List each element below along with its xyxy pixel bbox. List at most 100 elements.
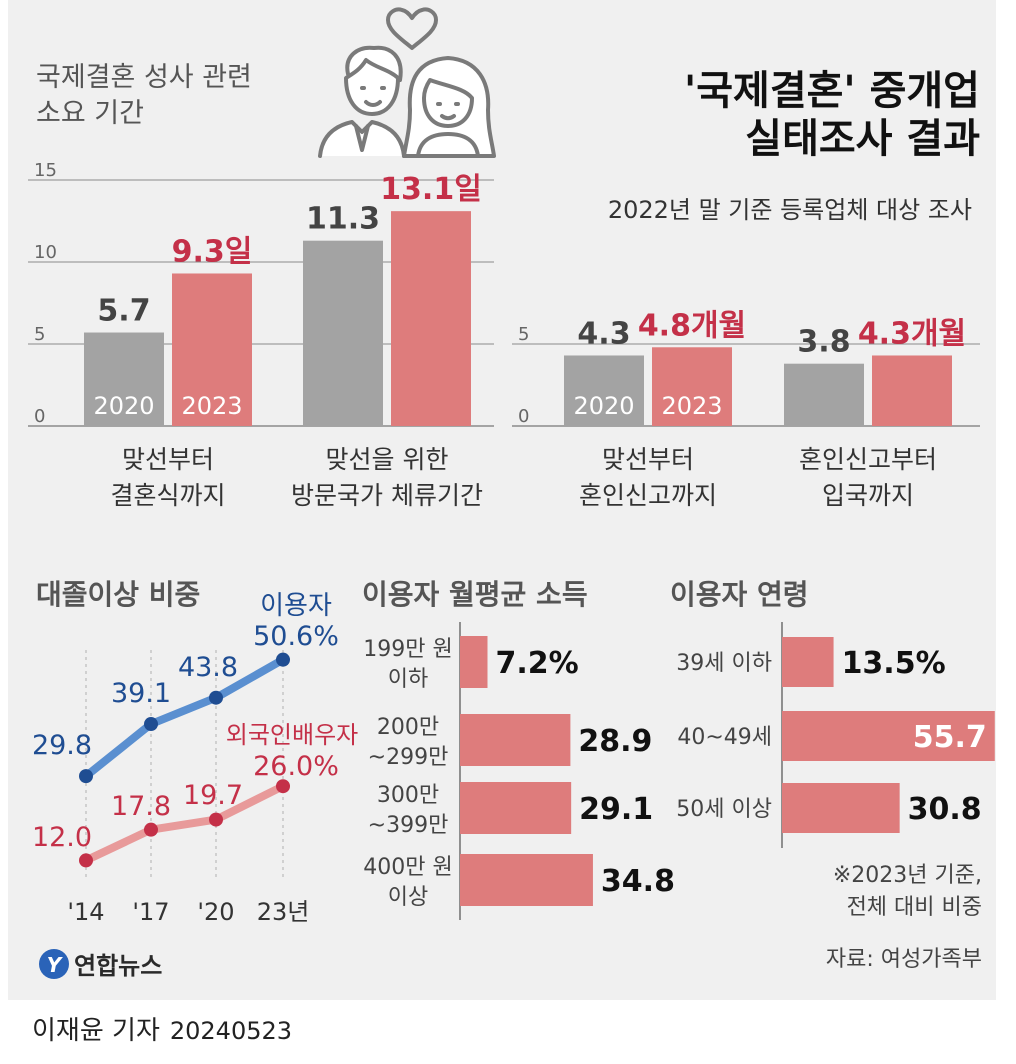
man-icon: [318, 45, 406, 158]
series-label: 2023: [661, 392, 722, 420]
age-bar-chart: 이용자 연령 13.5% 39세 이하 55.7 40~49세 30.8 50세 이상 ※…: [670, 578, 995, 920]
category-label: 40~49세: [677, 725, 772, 750]
category-label: 200만: [377, 715, 439, 740]
x-tick-label: 23년: [257, 898, 310, 926]
woman-icon: [402, 56, 496, 158]
data-label: 19.7: [183, 780, 243, 811]
point: [276, 779, 290, 794]
bar: [652, 347, 732, 426]
data-label: 39.1: [111, 678, 171, 709]
data-label: 12.0: [32, 822, 92, 853]
category-label: 혼인신고부터: [799, 445, 937, 474]
duration-bar-chart: 국제결혼 성사 관련 소요 기간 0 5 10 15 5.7 2020 9.3일 2023 1…: [28, 62, 494, 510]
series-name-spouses: 외국인배우자: [226, 721, 358, 749]
main-title: '국제결혼' 중개업 실태조사 결과 2022년 말 기준 등록업체 대상 조사: [608, 68, 980, 224]
line-chart-title: 대졸이상 비중: [36, 578, 200, 611]
data-label: 13.1일: [380, 172, 482, 207]
yonhap-logo: Y 연합뉴스: [39, 949, 162, 980]
data-label: 29.1: [579, 792, 653, 827]
bar: [460, 636, 488, 688]
vertical-guides: [85, 650, 284, 880]
bar: [782, 637, 834, 687]
x-tick-label: '14: [67, 898, 104, 926]
category-label: 400만 원: [363, 855, 452, 880]
data-label: 9.3일: [172, 234, 253, 269]
x-tick-label: '20: [197, 898, 234, 926]
series-line-users: [82, 655, 287, 781]
bars: 13.5% 39세 이하 55.7 40~49세 30.8 50세 이상: [676, 637, 995, 833]
point: [276, 652, 290, 667]
reporter-name: 이재윤 기자: [32, 1016, 160, 1046]
bar: [872, 355, 952, 426]
footnote-line1: ※2023년 기준,: [833, 863, 982, 888]
subtitle: 2022년 말 기준 등록업체 대상 조사: [608, 196, 972, 224]
data-label: 30.8: [908, 792, 982, 827]
data-label: 28.9: [578, 724, 652, 759]
series-label: 2023: [181, 392, 242, 420]
point: [144, 717, 158, 732]
y-tick-label: 0: [518, 406, 529, 427]
data-label: 13.5%: [842, 646, 946, 681]
byline: 이재윤 기자 20240523: [32, 1010, 292, 1047]
source: 자료: 여성가족부: [826, 947, 982, 972]
main-title-line2: 실태조사 결과: [745, 116, 980, 162]
category-label: 300만: [377, 783, 439, 808]
category-label: 결혼식까지: [110, 481, 225, 510]
y-tick-labels: 0 5 10 15: [34, 160, 57, 427]
data-label: 4.3개월: [858, 316, 966, 351]
bar: [782, 711, 995, 761]
bar: [172, 273, 252, 426]
y-tick-labels: 05: [518, 324, 529, 427]
category-label: 50세 이상: [676, 797, 772, 822]
data-label: 43.8: [178, 652, 238, 683]
data-label: 50.6%: [253, 621, 339, 652]
bar: [460, 714, 571, 766]
bar: [303, 240, 383, 426]
chart-title-line2: 소요 기간: [36, 98, 144, 129]
y-tick-label: 15: [34, 160, 57, 181]
y-tick-label: 0: [34, 406, 45, 427]
x-tick-label: '17: [132, 898, 169, 926]
category-label: ~399만: [368, 813, 449, 838]
point: [209, 690, 223, 705]
bar: [460, 782, 572, 834]
x-tick-labels: '14 '17 '20 23년: [67, 898, 309, 926]
data-label: 17.8: [111, 791, 171, 822]
category-label: 방문국가 체류기간: [291, 481, 483, 510]
bar: [391, 211, 471, 426]
y-tick-label: 5: [34, 324, 45, 345]
category-label: 입국까지: [822, 481, 914, 510]
heart-icon: [386, 7, 438, 50]
data-label: 55.7: [913, 720, 987, 755]
category-label: 혼인신고까지: [579, 481, 717, 510]
category-label: 39세 이하: [676, 651, 772, 676]
logo-mark: Y: [47, 953, 64, 977]
bar: [564, 355, 644, 426]
series-label: 2020: [93, 392, 154, 420]
income-chart-title: 이용자 월평균 소득: [362, 578, 588, 611]
category-label: 이하: [388, 667, 428, 692]
y-tick-label: 10: [34, 242, 57, 263]
chart-title-line1: 국제결혼 성사 관련: [36, 62, 252, 93]
bars: 7.2% 199만 원이하 28.9 200만 ~299만 29.1 300만 ~399만 34…: [363, 636, 675, 910]
bar: [460, 854, 593, 906]
bar: [84, 332, 164, 426]
data-label: 7.2%: [496, 646, 579, 681]
couple-illustration: [318, 7, 496, 158]
bars: 4.3 2020 4.8개월 2023 3.8 4.3개월: [564, 308, 966, 426]
point: [144, 822, 158, 837]
data-label: 5.7: [97, 294, 150, 329]
footnote-line2: 전체 대비 비중: [847, 895, 982, 920]
income-bar-chart: 이용자 월평균 소득 7.2% 199만 원이하 28.9 200만 ~299만 29.1…: [362, 578, 675, 920]
data-label: 29.8: [32, 730, 92, 761]
category-label: 맞선부터: [602, 445, 694, 474]
bar: [782, 783, 900, 833]
category-label: 이상: [388, 885, 428, 910]
